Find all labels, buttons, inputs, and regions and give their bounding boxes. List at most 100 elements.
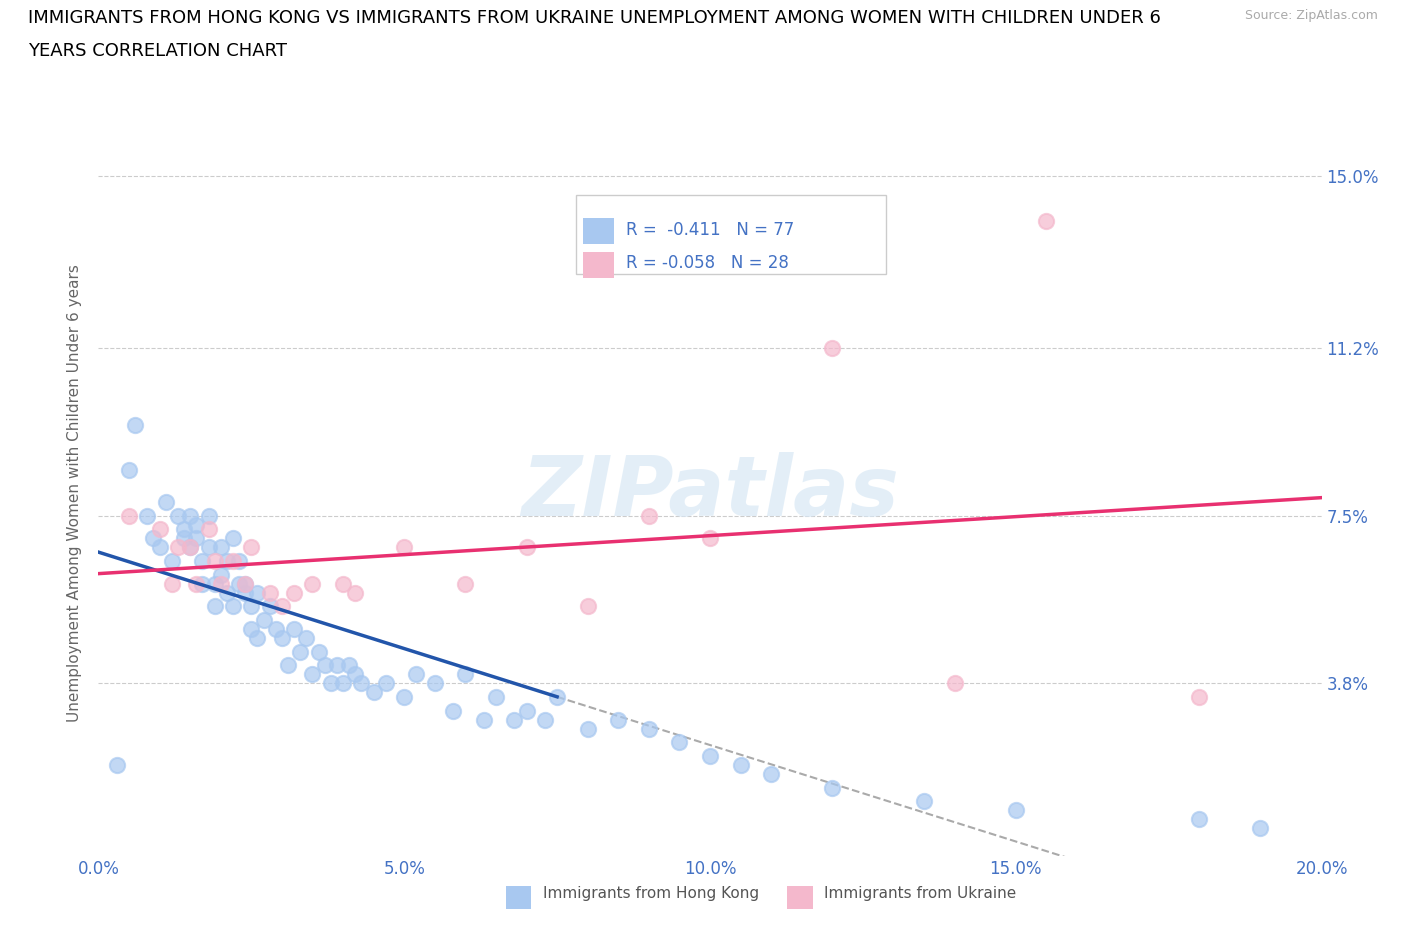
Point	[209, 567, 232, 582]
Point	[759, 766, 782, 781]
Point	[246, 585, 269, 600]
Point	[270, 599, 292, 614]
Point	[1188, 812, 1211, 827]
Point	[222, 599, 245, 614]
Point	[105, 757, 128, 772]
Point	[576, 599, 599, 614]
Point	[197, 508, 219, 523]
Point	[943, 676, 966, 691]
Point	[283, 621, 305, 636]
Point	[337, 658, 360, 672]
Point	[344, 585, 367, 600]
Point	[233, 585, 256, 600]
Point	[485, 689, 508, 704]
Point	[179, 508, 201, 523]
Point	[730, 757, 752, 772]
Point	[197, 539, 219, 554]
Point	[423, 676, 446, 691]
Point	[821, 780, 844, 795]
Point	[350, 676, 373, 691]
Point	[441, 703, 464, 718]
Point	[259, 599, 281, 614]
Point	[1249, 821, 1271, 836]
Point	[215, 553, 238, 568]
Point	[197, 522, 219, 537]
Point	[173, 531, 195, 546]
Point	[264, 621, 287, 636]
Point	[374, 676, 396, 691]
Point	[228, 577, 250, 591]
Point	[191, 553, 214, 568]
Point	[233, 577, 256, 591]
Point	[326, 658, 349, 672]
Text: YEARS CORRELATION CHART: YEARS CORRELATION CHART	[28, 42, 287, 60]
Text: IMMIGRANTS FROM HONG KONG VS IMMIGRANTS FROM UKRAINE UNEMPLOYMENT AMONG WOMEN WI: IMMIGRANTS FROM HONG KONG VS IMMIGRANTS …	[28, 9, 1161, 27]
Point	[136, 508, 159, 523]
Point	[454, 667, 477, 682]
Point	[173, 522, 195, 537]
Point	[149, 522, 172, 537]
Point	[1035, 214, 1057, 229]
Point	[607, 712, 630, 727]
Point	[534, 712, 557, 727]
Point	[186, 531, 208, 546]
Point	[576, 722, 599, 737]
Point	[209, 577, 232, 591]
Point	[118, 508, 141, 523]
Point	[301, 667, 323, 682]
Point	[204, 553, 226, 568]
Point	[222, 531, 245, 546]
Point	[332, 676, 354, 691]
Point	[516, 539, 538, 554]
Point	[204, 577, 226, 591]
Point	[344, 667, 367, 682]
Point	[546, 689, 568, 704]
Point	[155, 495, 177, 510]
Point	[191, 577, 214, 591]
Point	[392, 539, 416, 554]
Point	[516, 703, 538, 718]
Point	[209, 539, 232, 554]
Point	[240, 599, 263, 614]
Point	[319, 676, 342, 691]
Point	[1188, 689, 1211, 704]
Point	[308, 644, 330, 659]
Point	[637, 508, 661, 523]
Point	[392, 689, 416, 704]
Point	[668, 735, 690, 750]
Point	[1004, 803, 1026, 817]
Point	[283, 585, 305, 600]
Y-axis label: Unemployment Among Women with Children Under 6 years: Unemployment Among Women with Children U…	[67, 264, 83, 722]
Point	[363, 685, 385, 700]
Point	[167, 508, 190, 523]
Point	[314, 658, 336, 672]
Point	[912, 794, 935, 809]
Point	[149, 539, 172, 554]
Point	[142, 531, 165, 546]
Point	[179, 539, 201, 554]
Point	[699, 749, 721, 764]
Point	[332, 577, 354, 591]
Text: Immigrants from Ukraine: Immigrants from Ukraine	[824, 885, 1017, 901]
Point	[228, 553, 250, 568]
Point	[118, 463, 141, 478]
Point	[252, 613, 274, 628]
Point	[233, 577, 256, 591]
Point	[290, 644, 312, 659]
Point	[295, 631, 318, 645]
Point	[167, 539, 190, 554]
Point	[124, 418, 146, 432]
Text: Immigrants from Hong Kong: Immigrants from Hong Kong	[543, 885, 759, 901]
Point	[240, 539, 263, 554]
Point	[699, 531, 721, 546]
Point	[186, 577, 208, 591]
Point	[160, 577, 183, 591]
Text: ZIPatlas: ZIPatlas	[522, 452, 898, 534]
Point	[270, 631, 292, 645]
Point	[240, 621, 263, 636]
Text: R = -0.058   N = 28: R = -0.058 N = 28	[626, 254, 789, 272]
Text: Source: ZipAtlas.com: Source: ZipAtlas.com	[1244, 9, 1378, 22]
Point	[405, 667, 427, 682]
Point	[215, 585, 238, 600]
Point	[259, 585, 281, 600]
